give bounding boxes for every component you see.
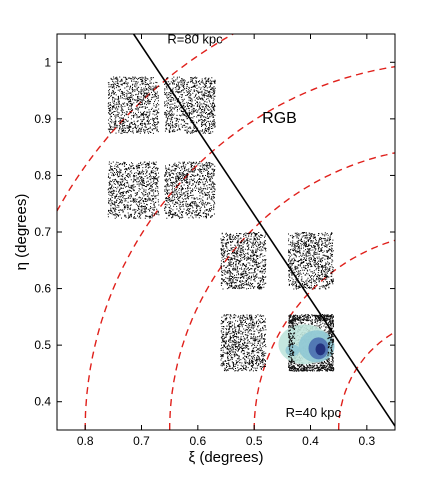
y-tick-label: 1 (44, 55, 51, 69)
radius-arc-5 (57, 34, 235, 213)
x-tick-label: 0.3 (358, 434, 375, 448)
density-contour-4 (315, 343, 326, 356)
y-axis-title: η (degrees) (13, 194, 30, 271)
star-field-5 (220, 232, 267, 290)
radius-arcs (57, 34, 395, 430)
star-field-4 (164, 161, 216, 219)
diagonal-line (132, 34, 395, 427)
x-axis-title: ξ (degrees) (188, 449, 263, 466)
density-border-stars (288, 314, 335, 372)
major-axis-line (132, 34, 395, 427)
radius-arc-3 (169, 152, 395, 430)
annotation-1: R=80 kpc (167, 32, 223, 47)
annotation-3: R=40 kpc (286, 405, 342, 420)
annotation-2: RGB (262, 110, 297, 127)
star-field-6 (288, 232, 334, 290)
star-field-2 (164, 76, 216, 134)
x-tick-label: 0.8 (77, 434, 94, 448)
x-tick-label: 0.4 (302, 434, 319, 448)
y-tick-label: 0.7 (34, 225, 51, 239)
star-field-3 (107, 161, 160, 219)
x-tick-label: 0.7 (133, 434, 150, 448)
y-tick-label: 0.5 (34, 338, 51, 352)
x-tick-label: 0.5 (246, 434, 263, 448)
annotations: R=80 kpc RGB R=40 kpc (167, 32, 341, 420)
y-tick-label: 0.8 (34, 168, 51, 182)
x-tick-label: 0.6 (189, 434, 206, 448)
y-tick-label: 0.6 (34, 282, 51, 296)
y-tick-label: 0.4 (34, 395, 51, 409)
star-field-7 (220, 314, 267, 372)
radius-arc-2 (253, 239, 395, 430)
density-map (278, 314, 335, 372)
axis-ticks: 0.8 0.7 0.6 0.5 0.4 0.3 0.4 0.5 0.6 0.7 0.8 0.9 1 (34, 34, 395, 448)
star-field-1 (107, 76, 160, 134)
radius-arc-1 (338, 331, 395, 430)
y-tick-label: 0.9 (34, 112, 51, 126)
radius-arc-4 (84, 65, 395, 430)
